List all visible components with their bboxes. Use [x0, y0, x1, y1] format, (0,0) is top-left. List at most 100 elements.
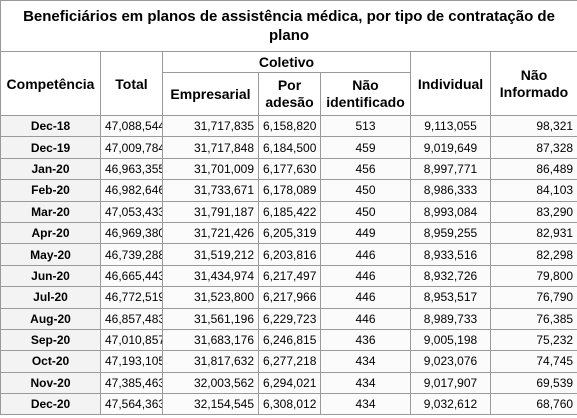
table-cell: 87,328	[489, 136, 577, 159]
table-cell: 74,745	[489, 350, 577, 373]
row-label: May-20	[0, 243, 101, 266]
table-cell: 46,857,483	[100, 307, 163, 330]
table-cell: 8,933,516	[410, 243, 491, 266]
table-cell: 46,665,443	[100, 264, 163, 288]
table-cell: 6,217,966	[258, 286, 321, 309]
column-header: Não identificado	[320, 72, 411, 116]
table-row: Dec-19 47,009,784 31,717,848 6,184,500 459 9,…	[0, 136, 577, 159]
table-cell: 31,683,176	[162, 328, 259, 352]
table-cell: 6,177,630	[258, 157, 321, 181]
table-cell: 6,158,820	[258, 114, 321, 138]
row-label: Feb-20	[0, 179, 101, 202]
table-cell: 8,989,733	[410, 307, 491, 330]
table-row: Mar-20 47,053,433 31,791,187 6,185,422 450 8,…	[0, 200, 577, 223]
table-row: Feb-20 46,982,646 31,733,671 6,178,089 450 8,…	[0, 179, 577, 202]
table-cell: 47,564,363	[100, 393, 163, 416]
table-row: Sep-20 47,010,857 31,683,176 6,246,815 436 9,…	[0, 328, 577, 352]
table-title: Beneficiários em planos de assistência m…	[0, 0, 577, 52]
table-cell: 8,953,517	[410, 286, 491, 309]
table-cell: 32,154,545	[162, 393, 259, 416]
table-cell: 8,997,771	[410, 157, 491, 181]
table-cell: 31,523,800	[162, 286, 259, 309]
table-cell: 82,298	[489, 243, 577, 266]
table-cell: 31,561,196	[162, 307, 259, 330]
table-row: Dec-18 47,088,544 31,717,835 6,158,820 513 9,…	[0, 114, 577, 138]
table-cell: 75,232	[489, 328, 577, 352]
table-cell: 8,986,333	[410, 179, 491, 202]
table-row: Dec-20 47,564,363 32,154,545 6,308,012 434 9,…	[0, 393, 577, 416]
table-cell: 6,185,422	[258, 200, 321, 223]
table-cell: 9,023,076	[410, 350, 491, 373]
table-cell: 6,184,500	[258, 136, 321, 159]
table-cell: 450	[320, 179, 411, 202]
table-cell: 9,005,198	[410, 328, 491, 352]
table-cell: 47,385,463	[100, 371, 163, 395]
row-label: Jun-20	[0, 264, 101, 288]
table-cell: 46,982,646	[100, 179, 163, 202]
table-cell: 9,032,612	[410, 393, 491, 416]
table-cell: 84,103	[489, 179, 577, 202]
row-label: Mar-20	[0, 200, 101, 223]
row-label: Dec-19	[0, 136, 101, 159]
table-cell: 6,229,723	[258, 307, 321, 330]
table-cell: 31,717,835	[162, 114, 259, 138]
table-cell: 9,017,907	[410, 371, 491, 395]
table-cell: 98,321	[489, 114, 577, 138]
column-header: Não Informado	[489, 51, 577, 116]
table-cell: 6,178,089	[258, 179, 321, 202]
table-cell: 82,931	[489, 221, 577, 245]
table-row: May-20 46,739,288 31,519,212 6,203,816 446 8,…	[0, 243, 577, 266]
table-cell: 76,385	[489, 307, 577, 330]
table-cell: 6,205,319	[258, 221, 321, 245]
table-cell: 47,009,784	[100, 136, 163, 159]
table-cell: 6,277,218	[258, 350, 321, 373]
table-cell: 31,717,848	[162, 136, 259, 159]
table-cell: 446	[320, 243, 411, 266]
table-cell: 436	[320, 328, 411, 352]
table-cell: 8,959,255	[410, 221, 491, 245]
group-header: Coletivo	[162, 51, 411, 73]
table-row: Oct-20 47,193,105 31,817,632 6,277,218 434 9,…	[0, 350, 577, 373]
row-label: Sep-20	[0, 328, 101, 352]
table-cell: 83,290	[489, 200, 577, 223]
table-row: Jul-20 46,772,519 31,523,800 6,217,966 446 8,…	[0, 286, 577, 309]
row-label: Dec-20	[0, 393, 101, 416]
table-cell: 69,539	[489, 371, 577, 395]
table-cell: 31,519,212	[162, 243, 259, 266]
table-cell: 434	[320, 371, 411, 395]
table-cell: 9,019,649	[410, 136, 491, 159]
table-cell: 6,246,815	[258, 328, 321, 352]
table-cell: 434	[320, 393, 411, 416]
table-cell: 68,760	[489, 393, 577, 416]
table-cell: 31,791,187	[162, 200, 259, 223]
table-cell: 6,217,497	[258, 264, 321, 288]
table-row: Nov-20 47,385,463 32,003,562 6,294,021 434 9,…	[0, 371, 577, 395]
table-cell: 459	[320, 136, 411, 159]
column-header: Individual	[410, 51, 491, 116]
table-cell: 86,489	[489, 157, 577, 181]
table-cell: 446	[320, 264, 411, 288]
column-header: Empresarial	[162, 72, 259, 116]
table-cell: 47,193,105	[100, 350, 163, 373]
table-cell: 6,294,021	[258, 371, 321, 395]
table-cell: 46,739,288	[100, 243, 163, 266]
row-label: Nov-20	[0, 371, 101, 395]
table-cell: 513	[320, 114, 411, 138]
table-cell: 446	[320, 286, 411, 309]
table-cell: 47,053,433	[100, 200, 163, 223]
table-cell: 46,963,355	[100, 157, 163, 181]
column-header: Total	[100, 51, 163, 116]
table-cell: 8,932,726	[410, 264, 491, 288]
column-header: Por adesão	[258, 72, 321, 116]
table-cell: 76,790	[489, 286, 577, 309]
table-cell: 31,733,671	[162, 179, 259, 202]
table-cell: 450	[320, 200, 411, 223]
table-cell: 8,993,084	[410, 200, 491, 223]
row-label: Aug-20	[0, 307, 101, 330]
table-cell: 446	[320, 307, 411, 330]
table-cell: 449	[320, 221, 411, 245]
table-cell: 46,772,519	[100, 286, 163, 309]
table-cell: 31,817,632	[162, 350, 259, 373]
